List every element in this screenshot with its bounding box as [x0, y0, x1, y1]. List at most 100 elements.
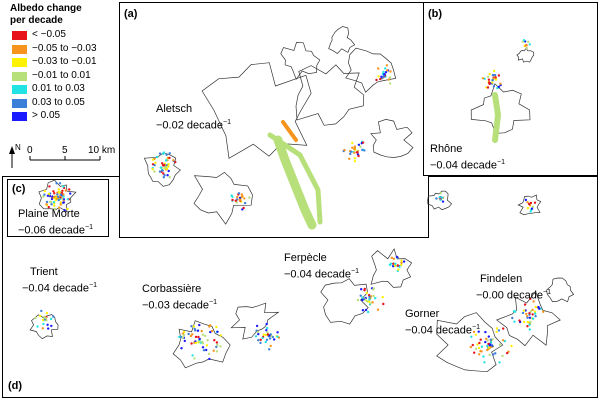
- albedo-pixel: [163, 163, 166, 167]
- label-rhone: Rhône −0.04 decade−1: [430, 143, 505, 172]
- albedo-pixel: [363, 287, 366, 291]
- albedo-pixel: [542, 310, 545, 313]
- albedo-pixel: [364, 308, 368, 312]
- albedo-pixel: [438, 196, 441, 199]
- albedo-pixel: [353, 151, 356, 154]
- albedo-pixel: [372, 287, 375, 290]
- albedo-pixel: [529, 210, 532, 213]
- north-arrow-icon: [9, 146, 15, 168]
- albedo-pixel: [45, 203, 48, 206]
- glacier-outline: [29, 314, 59, 340]
- albedo-pixel: [494, 352, 497, 355]
- albedo-pixel: [471, 343, 474, 347]
- albedo-pixel: [374, 297, 377, 300]
- albedo-pixel: [168, 152, 171, 155]
- albedo-pixel: [205, 344, 209, 347]
- albedo-pixel: [66, 198, 70, 201]
- albedo-pixel: [69, 192, 72, 195]
- albedo-pixel: [397, 268, 400, 271]
- albedo-pixel: [383, 73, 386, 76]
- albedo-pixel: [502, 327, 505, 330]
- albedo-pixel: [55, 182, 58, 185]
- panel-a-frame: [119, 2, 429, 238]
- albedo-pixel: [477, 330, 480, 333]
- albedo-pixel: [46, 194, 50, 197]
- albedo-pixel: [343, 148, 346, 152]
- albedo-pixel: [498, 343, 502, 346]
- albedo-pixel: [400, 263, 403, 267]
- aletsch-region-outline: [295, 64, 365, 126]
- legend-swatch: [12, 44, 27, 54]
- glacier-outline: [427, 190, 453, 211]
- aletsch-region-outline: [143, 152, 181, 187]
- albedo-pixel: [153, 170, 156, 173]
- albedo-pixel: [57, 195, 60, 199]
- albedo-pixel: [57, 198, 60, 202]
- albedo-pixel: [492, 69, 496, 73]
- panel-label-a: (a): [124, 8, 138, 20]
- albedo-pixel: [379, 77, 382, 81]
- albedo-pixel: [482, 355, 485, 358]
- aletsch-tongue-fill: [273, 135, 317, 230]
- albedo-pixel: [166, 174, 169, 177]
- albedo-pixel: [389, 70, 392, 73]
- albedo-pixel: [257, 339, 260, 342]
- albedo-pixel: [488, 343, 492, 347]
- panel-label-b: (b): [428, 8, 443, 20]
- albedo-pixel: [167, 169, 170, 173]
- albedo-pixel: [49, 200, 52, 204]
- albedo-pixel: [488, 81, 491, 84]
- aletsch-region-outline: [280, 42, 321, 80]
- albedo-pixel: [50, 324, 53, 328]
- albedo-pixel: [153, 157, 156, 160]
- albedo-pixel: [470, 335, 473, 338]
- albedo-pixel: [363, 149, 366, 152]
- albedo-pixel: [492, 85, 496, 88]
- albedo-pixel: [216, 343, 219, 347]
- albedo-pixel: [525, 312, 528, 316]
- albedo-pixel: [46, 323, 49, 326]
- albedo-pixel: [351, 146, 354, 149]
- legend-title: Albedo change per decade: [10, 3, 82, 26]
- label-findelen: Findelen −0.00 decade−1: [476, 273, 551, 302]
- albedo-pixel: [485, 337, 488, 340]
- albedo-pixel: [162, 176, 165, 179]
- albedo-pixel: [167, 163, 170, 166]
- albedo-pixel: [377, 67, 380, 70]
- label-aletsch: Aletsch −0.02 decade−1: [156, 103, 231, 132]
- albedo-pixel: [236, 195, 239, 199]
- albedo-pixel: [172, 159, 175, 162]
- albedo-pixel: [533, 312, 537, 315]
- glacier-outline: [436, 312, 504, 373]
- albedo-pixel: [368, 298, 371, 301]
- albedo-pixel: [159, 166, 162, 169]
- albedo-pixel: [485, 86, 488, 89]
- albedo-pixel: [388, 76, 392, 79]
- albedo-pixel: [162, 172, 165, 175]
- albedo-pixel: [182, 334, 186, 337]
- albedo-pixel: [523, 303, 527, 306]
- glacier-outline: [172, 320, 231, 369]
- albedo-pixel: [531, 317, 535, 320]
- albedo-pixel: [202, 349, 206, 352]
- albedo-pixel: [499, 82, 502, 85]
- albedo-pixel: [366, 300, 369, 303]
- albedo-pixel: [58, 206, 61, 209]
- albedo-pixel: [42, 322, 45, 326]
- albedo-pixel: [385, 64, 389, 67]
- albedo-pixel: [269, 344, 272, 348]
- albedo-pixel: [361, 296, 364, 299]
- albedo-pixel: [41, 327, 44, 330]
- albedo-pixel: [497, 74, 501, 77]
- albedo-pixel: [474, 333, 477, 336]
- panel-label-c: (c): [12, 183, 26, 195]
- albedo-pixel: [382, 70, 385, 74]
- label-gorner: Gorner −0.04 decade−1: [405, 308, 480, 337]
- legend-label: < −0.05: [32, 29, 66, 40]
- albedo-pixel: [522, 309, 526, 312]
- albedo-pixel: [174, 160, 177, 164]
- albedo-pixel: [47, 192, 51, 196]
- albedo-pixel: [256, 330, 260, 334]
- rhone-outline: [516, 47, 535, 63]
- albedo-pixel: [43, 315, 46, 319]
